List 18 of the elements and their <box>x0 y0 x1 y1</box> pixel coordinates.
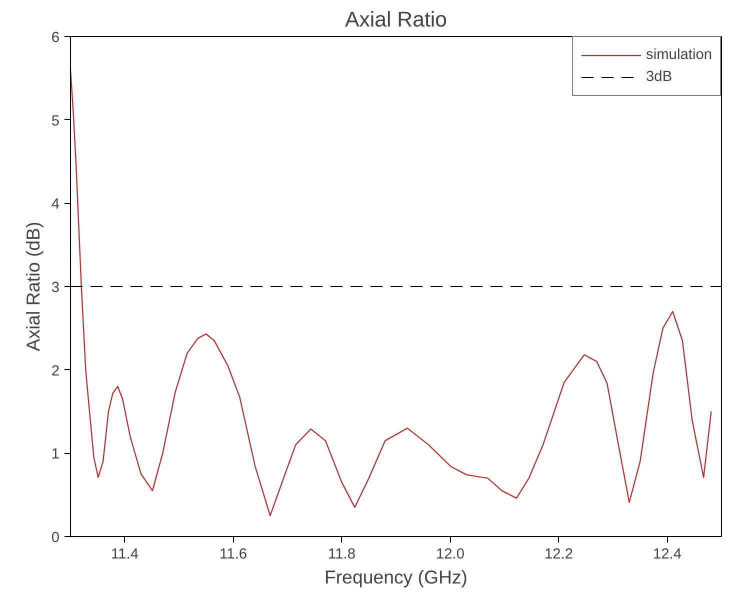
legend-label: simulation <box>646 47 712 63</box>
y-tick-label: 4 <box>51 196 60 213</box>
y-tick-label: 5 <box>51 113 60 130</box>
x-tick-label: 12.2 <box>544 546 574 562</box>
y-tick-label: 6 <box>51 30 60 46</box>
y-tick-label: 2 <box>51 363 60 380</box>
x-tick-label: 12.0 <box>436 546 465 562</box>
chart-title: Axial Ratio <box>345 8 447 32</box>
x-tick-label: 11.4 <box>111 546 138 562</box>
y-tick-label: 1 <box>51 446 60 463</box>
y-tick-label: 0 <box>51 530 60 546</box>
legend-label: 3dB <box>646 69 672 85</box>
x-tick-label: 11.8 <box>328 546 356 562</box>
x-tick-label: 12.4 <box>652 546 682 562</box>
y-tick-label: 3 <box>51 280 60 296</box>
x-tick-label: 11.6 <box>220 546 247 562</box>
x-axis-title: Frequency (GHz) <box>324 566 468 588</box>
y-axis-title: Axial Ratio (dB) <box>22 222 44 352</box>
